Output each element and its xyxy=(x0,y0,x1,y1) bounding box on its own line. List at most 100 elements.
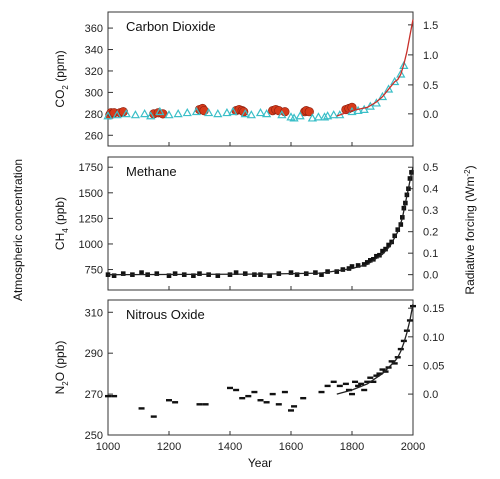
data-point-dash xyxy=(245,394,252,398)
y-tick-label: 290 xyxy=(85,348,103,360)
data-point-square xyxy=(380,248,385,254)
right-tick-label: 0.0 xyxy=(423,109,438,121)
data-point-triangle xyxy=(359,104,369,113)
data-point-triangle xyxy=(307,113,317,122)
y-title-sub: 2 xyxy=(61,381,70,386)
data-point-triangle xyxy=(228,106,238,116)
data-point-dash xyxy=(361,388,368,392)
y-title-unit: (ppb) xyxy=(53,197,67,228)
data-point-circle xyxy=(304,107,314,117)
x-tick-label: 2000 xyxy=(401,441,425,453)
panel-y-axis-title: CO2 (ppm) xyxy=(53,50,70,107)
data-point-square xyxy=(371,257,376,262)
data-point-dash xyxy=(367,376,374,379)
right-tick-label: 0.2 xyxy=(423,227,438,239)
data-point-triangle xyxy=(289,113,299,122)
data-point-dash xyxy=(349,392,355,396)
series-line xyxy=(336,303,414,395)
y-tick-label: 280 xyxy=(85,109,103,121)
data-point-dash xyxy=(150,415,157,418)
panels: Carbon Dioxide 260 280 300 320 340 360 0.0 0.5 1.… xyxy=(53,11,444,453)
data-point-square xyxy=(172,271,178,276)
right-tick-label: 0.0 xyxy=(423,389,438,401)
y-title-main: N xyxy=(53,386,67,395)
data-point-dash xyxy=(291,405,298,408)
right-tick-label: 0.3 xyxy=(423,205,438,217)
panel-ch4: Methane 750 1000 1250 1500 1750 0.0 0.1 0.2 0.3 0.… xyxy=(53,156,438,291)
y-tick-label: 320 xyxy=(85,66,103,78)
data-point-square xyxy=(197,271,202,276)
data-point-triangle xyxy=(182,107,192,117)
y-title-unit: O (ppb) xyxy=(53,341,67,382)
right-tick-label: 0.05 xyxy=(423,360,444,372)
right-tick-label: 1.5 xyxy=(423,20,438,32)
data-point-dash xyxy=(288,409,294,412)
data-point-triangle xyxy=(390,76,400,86)
data-point-dash xyxy=(263,401,270,404)
data-point-square xyxy=(294,272,300,277)
data-point-triangle xyxy=(130,110,141,119)
right-tick-label: 0.4 xyxy=(423,184,438,196)
right-axis-title: Radiative forcing (Wm-2) xyxy=(463,165,477,294)
data-point-square xyxy=(368,258,373,263)
data-point-square xyxy=(120,271,126,276)
y-tick-label: 340 xyxy=(85,45,103,57)
data-point-dash xyxy=(336,384,343,388)
data-point-triangle xyxy=(121,109,131,118)
data-point-triangle xyxy=(377,91,388,101)
data-point-dash xyxy=(239,396,246,400)
panel-frame xyxy=(107,11,414,147)
y-tick-label: 1750 xyxy=(79,162,103,174)
data-point-dash xyxy=(105,394,111,398)
data-point-dash xyxy=(196,403,203,406)
right-tick-label: 1.0 xyxy=(423,50,438,62)
data-point-triangle xyxy=(240,109,250,118)
data-point-dash xyxy=(138,407,145,410)
data-point-dash xyxy=(269,392,276,396)
series-line xyxy=(336,19,414,117)
right-tick-label: 0.5 xyxy=(423,80,438,92)
data-point-dash xyxy=(318,390,325,394)
data-point-dash xyxy=(370,380,377,384)
data-point-dash xyxy=(397,347,404,351)
data-point-square xyxy=(166,273,172,278)
data-point-triangle xyxy=(103,111,113,120)
y-title-sub: 4 xyxy=(61,228,70,233)
data-point-square xyxy=(395,227,401,232)
data-point-square xyxy=(111,273,117,278)
data-point-dash xyxy=(111,394,118,398)
data-point-triangle xyxy=(112,110,122,119)
right-tick-label: 0.15 xyxy=(423,303,444,315)
data-point-triangle xyxy=(329,110,339,119)
data-point-square xyxy=(267,273,272,278)
data-point-triangle xyxy=(295,111,305,120)
data-point-square xyxy=(349,264,355,269)
data-point-triangle xyxy=(204,107,214,117)
y-title-main: CO xyxy=(53,90,67,108)
data-point-triangle xyxy=(322,111,333,120)
right-tick-label: 0.10 xyxy=(423,332,444,344)
data-point-dash xyxy=(202,403,209,406)
data-point-triangle xyxy=(261,109,272,118)
data-point-circle xyxy=(239,107,249,117)
data-point-dash xyxy=(352,380,359,384)
right-tick-label: 0.1 xyxy=(423,248,438,260)
data-point-square xyxy=(361,262,367,267)
data-point-dash xyxy=(227,386,233,390)
data-point-square xyxy=(355,263,361,268)
panel-y-axis-title: N2O (ppb) xyxy=(53,341,70,395)
data-point-triangle xyxy=(155,106,165,116)
data-point-dash xyxy=(275,403,282,406)
data-point-dash xyxy=(379,368,386,371)
panel-frame xyxy=(107,156,414,291)
panel-title: Nitrous Oxide xyxy=(126,307,205,322)
data-point-dash xyxy=(233,388,240,392)
y-tick-label: 1500 xyxy=(79,188,103,200)
data-point-dash xyxy=(281,390,288,394)
y-tick-label: 270 xyxy=(85,389,103,401)
data-point-square xyxy=(334,269,340,274)
data-point-triangle xyxy=(146,111,156,120)
x-tick-label: 1400 xyxy=(218,441,242,453)
data-point-dash xyxy=(257,399,264,402)
y-tick-label: 260 xyxy=(85,130,103,142)
